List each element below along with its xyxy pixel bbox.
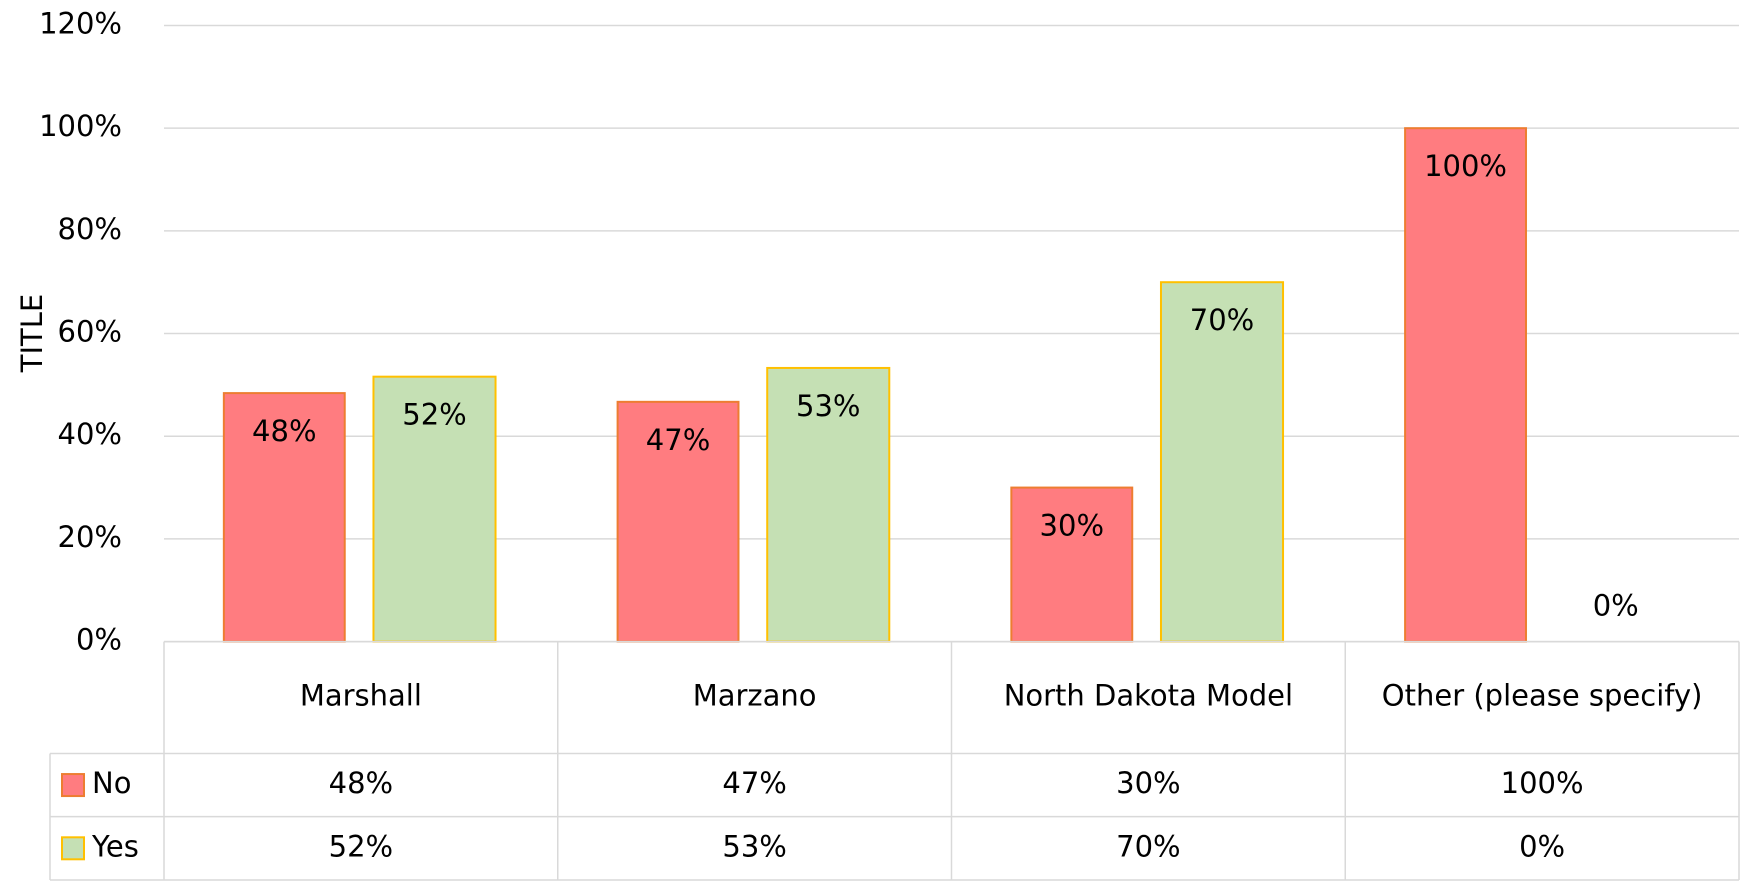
data-label: 53% [796, 389, 860, 423]
data-label: 0% [1593, 589, 1639, 623]
x-tick-label: Marzano [693, 679, 817, 713]
x-tick-label: Other (please specify) [1382, 679, 1703, 713]
data-label: 30% [1040, 509, 1104, 543]
y-tick-label: 40% [58, 417, 122, 451]
bar [1404, 127, 1527, 643]
data-label: 100% [1424, 149, 1507, 183]
bar [1159, 281, 1285, 643]
x-tick-label: Marshall [300, 679, 422, 713]
bar [1010, 486, 1134, 643]
table-cell: 53% [722, 829, 786, 863]
y-tick-label: 120% [39, 7, 122, 41]
table-cell: 52% [329, 829, 393, 863]
data-label: 52% [402, 398, 466, 432]
table-cell: 48% [329, 766, 393, 800]
y-tick-label: 0% [76, 623, 122, 657]
bar [766, 366, 891, 643]
data-label: 48% [252, 414, 316, 448]
bar [616, 400, 740, 643]
y-tick-label: 60% [58, 315, 122, 349]
table-cell: 47% [722, 766, 786, 800]
table-cell: 70% [1116, 829, 1180, 863]
legend-swatch [61, 773, 85, 798]
y-tick-label: 80% [58, 212, 122, 246]
data-label: 47% [646, 423, 710, 457]
table-cell: 100% [1501, 766, 1584, 800]
y-tick-label: 20% [58, 520, 122, 554]
legend-label: No [92, 766, 131, 800]
legend-label: Yes [91, 829, 139, 863]
table-cell: 30% [1116, 766, 1180, 800]
x-tick-label: North Dakota Model [1004, 679, 1293, 713]
legend-swatch [61, 836, 85, 861]
y-tick-label: 100% [39, 109, 122, 143]
y-axis-label: TITLE [15, 294, 49, 373]
data-label: 70% [1190, 303, 1254, 337]
bar [372, 375, 497, 643]
table-cell: 0% [1519, 829, 1565, 863]
